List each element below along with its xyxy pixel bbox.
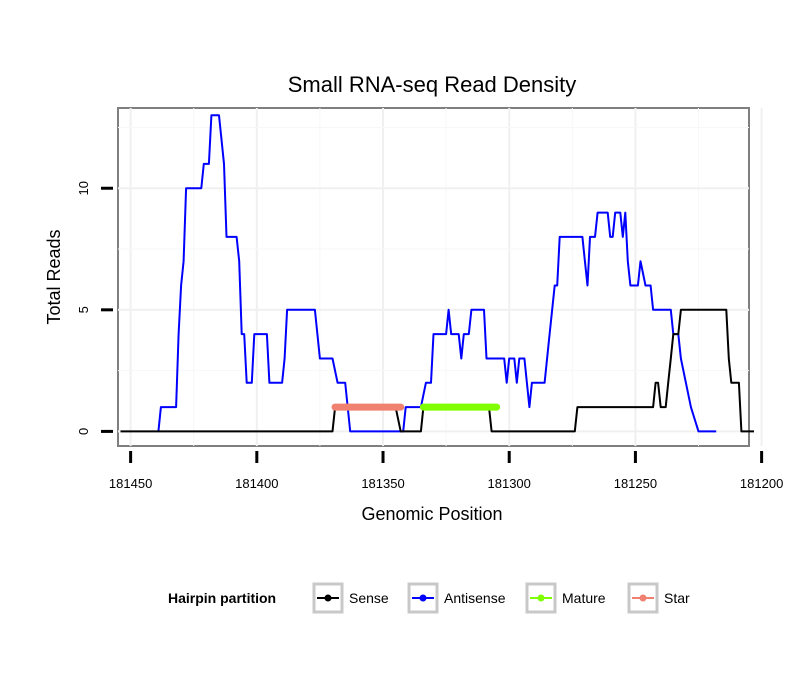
x-tick-label: 181450 bbox=[109, 476, 152, 491]
series-sense-line bbox=[120, 308, 754, 433]
x-tick-label: 181250 bbox=[614, 476, 657, 491]
legend-point-antisense bbox=[419, 594, 427, 602]
series-layer bbox=[120, 114, 754, 433]
legend-point-mature bbox=[537, 594, 545, 602]
legend-label-star: Star bbox=[664, 590, 690, 606]
x-tick-label: 181400 bbox=[235, 476, 278, 491]
grid bbox=[118, 108, 763, 446]
series-antisense-line bbox=[157, 114, 717, 433]
x-tick-label: 181300 bbox=[488, 476, 531, 491]
legend-point-sense bbox=[324, 594, 332, 602]
legend: Hairpin partition Sense Antisense Mature St… bbox=[168, 582, 690, 614]
legend-title: Hairpin partition bbox=[168, 590, 276, 606]
legend-label-sense: Sense bbox=[349, 590, 389, 606]
chart-title: Small RNA-seq Read Density bbox=[288, 72, 577, 97]
legend-label-mature: Mature bbox=[562, 590, 606, 606]
y-tick-label: 5 bbox=[76, 306, 91, 313]
x-tick-label: 181200 bbox=[740, 476, 783, 491]
axes: 181450 181400 181350 181300 181250 181200 0 5 10 bbox=[76, 181, 783, 491]
x-axis-title: Genomic Position bbox=[361, 504, 502, 524]
y-tick-label: 0 bbox=[76, 428, 91, 435]
legend-label-antisense: Antisense bbox=[444, 590, 506, 606]
legend-point-star bbox=[639, 594, 647, 602]
x-tick-label: 181350 bbox=[361, 476, 404, 491]
y-axis-title: Total Reads bbox=[44, 229, 64, 324]
y-tick-label: 10 bbox=[76, 181, 91, 195]
